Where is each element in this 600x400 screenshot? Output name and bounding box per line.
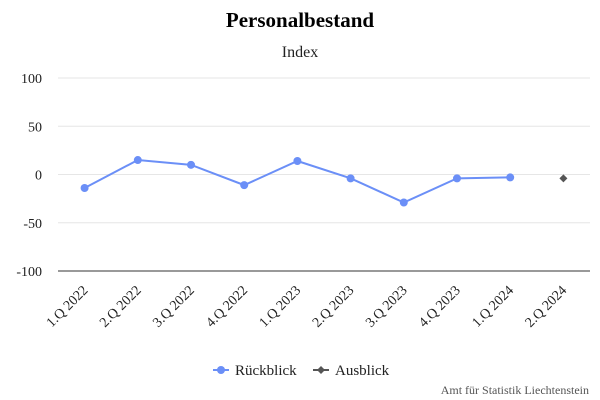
x-tick-label: 4.Q 2023 [416, 283, 463, 330]
legend-circle-icon [217, 366, 225, 374]
x-tick-label: 3.Q 2022 [150, 283, 197, 330]
x-tick-label: 2.Q 2022 [97, 283, 144, 330]
legend-label: Rückblick [235, 363, 297, 379]
x-tick-label: 1.Q 2023 [257, 283, 304, 330]
series-ausblick [559, 174, 568, 183]
y-tick-label: -100 [16, 265, 42, 280]
data-point[interactable] [346, 174, 355, 183]
legend-label: Ausblick [335, 363, 390, 379]
x-tick-label: 1.Q 2024 [470, 283, 517, 330]
data-point[interactable] [399, 198, 408, 207]
chart-subtitle: Index [282, 44, 318, 61]
x-tick-label: 3.Q 2023 [363, 283, 410, 330]
data-point[interactable] [453, 174, 461, 183]
chart-credit: Amt für Statistik Liechtenstein [441, 383, 589, 397]
x-tick-label: 2.Q 2024 [523, 283, 570, 330]
series-layer [80, 156, 568, 207]
data-point[interactable] [80, 184, 89, 193]
data-point[interactable] [293, 156, 302, 165]
legend-diamond-icon [317, 366, 325, 374]
legend[interactable]: Rückblick Ausblick [213, 363, 390, 379]
legend-item-ausblick[interactable]: Ausblick [313, 363, 390, 379]
y-tick-label: -50 [23, 217, 42, 232]
y-tick-label: 0 [35, 169, 42, 184]
data-point[interactable] [187, 160, 195, 169]
y-tick-label: 50 [28, 120, 42, 135]
data-point[interactable] [506, 173, 515, 182]
series-line [84, 159, 511, 204]
x-tick-label: 2.Q 2023 [310, 283, 357, 330]
data-point[interactable] [559, 174, 568, 183]
chart-title: Personalbestand [226, 8, 375, 32]
y-tick-label: 100 [21, 72, 42, 87]
gridlines [58, 77, 590, 272]
x-tick-label: 1.Q 2022 [44, 283, 91, 330]
x-axis-ticks: 1.Q 2022 2.Q 2022 3.Q 2022 4.Q 2022 1.Q 2023… [44, 283, 570, 330]
y-axis-ticks: 100 50 0 -50 -100 [16, 72, 42, 280]
legend-item-rueckblick[interactable]: Rückblick [213, 363, 297, 379]
data-point[interactable] [240, 181, 249, 190]
series-rueckblick [80, 156, 515, 207]
data-point[interactable] [133, 156, 142, 165]
x-tick-label: 4.Q 2022 [204, 283, 251, 330]
